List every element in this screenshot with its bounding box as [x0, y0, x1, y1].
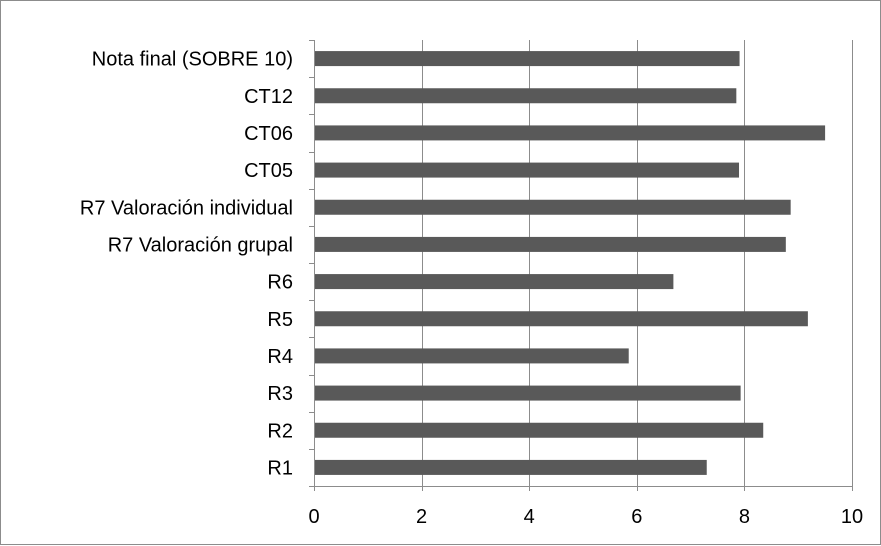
x-tick-label-0: 0 — [308, 506, 319, 528]
bar-11 — [315, 51, 740, 67]
x-tick-label-3: 6 — [631, 506, 642, 528]
category-label-8: CT05 — [244, 160, 293, 182]
category-label-11: Nota final (SOBRE 10) — [92, 49, 293, 71]
bar-10 — [315, 88, 737, 104]
category-label-9: CT06 — [244, 123, 293, 145]
bar-8 — [315, 162, 740, 178]
category-label-10: CT12 — [244, 86, 293, 108]
bar-7 — [315, 199, 791, 215]
category-label-1: R2 — [267, 420, 293, 442]
x-tick-label-5: 10 — [841, 506, 863, 528]
x-tick-label-2: 4 — [524, 506, 535, 528]
category-label-7: R7 Valoración individual — [80, 197, 293, 219]
bar-9 — [315, 125, 826, 141]
x-tick-label-1: 2 — [416, 506, 427, 528]
bar-2 — [315, 385, 741, 401]
bar-1 — [315, 422, 764, 438]
bar-6 — [315, 236, 786, 252]
category-label-2: R3 — [267, 383, 293, 405]
x-tick-label-4: 8 — [739, 506, 750, 528]
category-label-6: R7 Valoración grupal — [108, 234, 293, 256]
category-label-0: R1 — [267, 457, 293, 479]
bar-3 — [315, 348, 629, 364]
category-label-4: R5 — [267, 309, 293, 331]
category-label-5: R6 — [267, 272, 293, 294]
bar-4 — [315, 311, 808, 327]
category-label-3: R4 — [267, 346, 293, 368]
bar-5 — [315, 274, 674, 290]
bar-0 — [315, 459, 707, 475]
